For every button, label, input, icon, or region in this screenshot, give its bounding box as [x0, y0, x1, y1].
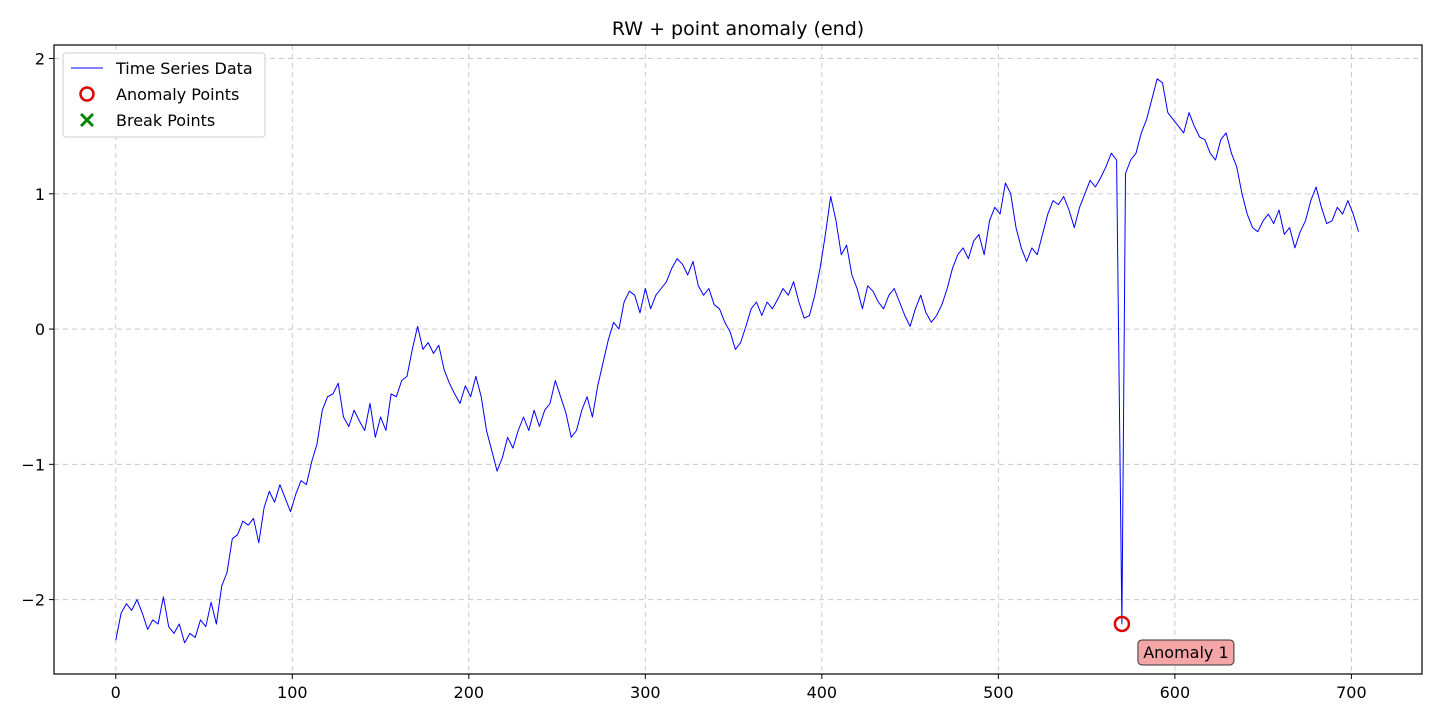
legend-cross-swatch — [80, 113, 94, 127]
grid — [54, 45, 1422, 674]
legend-circle-swatch — [79, 86, 95, 102]
x-tick-label: 400 — [807, 683, 838, 702]
y-tick-label: −1 — [21, 455, 45, 474]
plot-area — [115, 78, 1359, 644]
annotation-label: Anomaly 1 — [1143, 643, 1228, 662]
x-axis: 0 100 200 300 400 500 600 700 — [111, 674, 1367, 702]
legend-label: Anomaly Points — [116, 85, 239, 104]
x-tick-label: 500 — [983, 683, 1014, 702]
x-tick-label: 200 — [454, 683, 485, 702]
x-tick-label: 600 — [1160, 683, 1191, 702]
anomaly-point — [1113, 615, 1131, 633]
y-tick-label: −2 — [21, 591, 45, 610]
x-tick-label: 700 — [1336, 683, 1367, 702]
series-line-time-series-data — [115, 78, 1359, 644]
legend-label: Time Series Data — [115, 59, 253, 78]
y-axis: −2 −1 0 1 2 — [21, 50, 54, 610]
y-tick-label: 2 — [35, 50, 45, 69]
legend-box — [62, 52, 266, 138]
x-tick-label: 300 — [630, 683, 661, 702]
chart-title: RW + point anomaly (end) — [612, 18, 864, 40]
legend: Time Series Data Anomaly Points Break Poin… — [62, 52, 266, 138]
annotations: Anomaly 1 — [1137, 639, 1235, 666]
legend-label: Break Points — [116, 111, 215, 130]
y-tick-label: 0 — [35, 320, 45, 339]
y-tick-label: 1 — [35, 185, 45, 204]
x-tick-label: 0 — [111, 683, 121, 702]
x-tick-label: 100 — [277, 683, 308, 702]
annotation-box — [1137, 639, 1235, 666]
plot-frame — [53, 44, 1423, 675]
